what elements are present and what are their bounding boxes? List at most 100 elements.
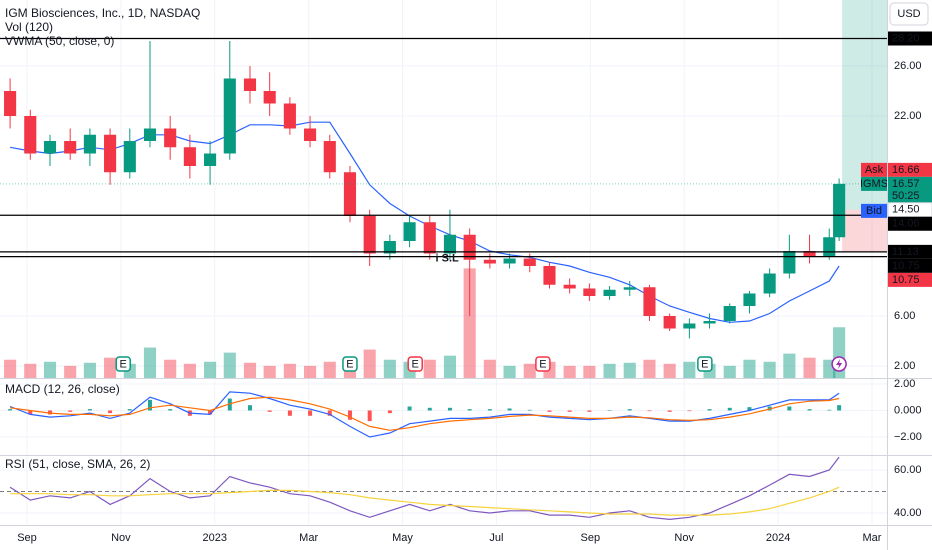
candle-body xyxy=(763,273,776,294)
countdown: 50:25 xyxy=(892,190,920,202)
candle-body xyxy=(833,183,846,238)
histogram-bar xyxy=(287,410,292,416)
earnings-label: E xyxy=(412,358,419,370)
earnings-label: E xyxy=(539,358,546,370)
price-tag-box xyxy=(888,162,932,177)
candle-body xyxy=(223,78,236,154)
indicator-line xyxy=(9,391,840,438)
volume-bar xyxy=(183,363,196,378)
x-tick-label: May xyxy=(392,532,413,544)
candle-body xyxy=(563,284,576,289)
indicator-line xyxy=(10,396,840,431)
volume-bar xyxy=(304,365,317,378)
price-tag-name-box xyxy=(861,203,887,218)
histogram-bar xyxy=(47,410,52,415)
currency-button[interactable] xyxy=(889,2,929,26)
x-tick-label: 2024 xyxy=(766,532,790,544)
histogram-bar xyxy=(87,409,92,411)
candle-body xyxy=(204,153,217,166)
volume-bar xyxy=(363,349,376,378)
axis-label-box xyxy=(888,31,932,46)
price-tag-name-box xyxy=(861,162,887,177)
histogram-bar xyxy=(667,410,672,412)
earnings-marker xyxy=(115,356,131,372)
volume-bar xyxy=(223,352,236,378)
y-tick-label: −2.00 xyxy=(894,431,922,443)
price-tag-name-box xyxy=(861,176,887,191)
axis-label-box xyxy=(888,258,932,273)
volume-bar xyxy=(143,347,157,378)
axis-label-box xyxy=(888,272,932,287)
indicator-line xyxy=(10,486,840,516)
volume-bar xyxy=(443,355,457,378)
volume-bar xyxy=(783,353,796,378)
volume-bar xyxy=(104,357,117,378)
histogram-bar xyxy=(627,409,632,411)
earnings-label: E xyxy=(346,358,353,370)
histogram-bar xyxy=(787,406,792,411)
histogram-bar xyxy=(28,410,33,415)
price-tag-name: Bid xyxy=(866,205,882,217)
candle-body xyxy=(183,147,196,166)
axis-label: 10.75 xyxy=(892,274,920,286)
volume-bar xyxy=(4,359,17,378)
axis-label-box xyxy=(888,244,932,259)
volume-bar xyxy=(164,359,177,378)
volume-bar xyxy=(283,363,296,378)
histogram-bar xyxy=(147,399,152,411)
x-tick-label: Mar xyxy=(299,532,318,544)
histogram-bar xyxy=(108,410,113,414)
candle-body xyxy=(603,289,616,296)
candle-body xyxy=(423,222,436,254)
histogram-bar xyxy=(8,409,13,411)
histogram-bar xyxy=(527,409,532,411)
volume-bar xyxy=(683,361,696,378)
indicator-label: MACD (12, 26, close) xyxy=(5,382,120,396)
histogram-bar xyxy=(837,405,842,411)
earnings-label: E xyxy=(701,358,708,370)
price-tag-box xyxy=(888,176,932,203)
volume-bar xyxy=(803,357,816,378)
volume-bar xyxy=(743,359,756,378)
candle-body xyxy=(383,241,396,254)
y-tick-label: 26.00 xyxy=(894,60,922,72)
candle-body xyxy=(43,141,57,154)
histogram-bar xyxy=(467,409,472,411)
x-tick-label: Mar xyxy=(863,532,882,544)
volume-bar xyxy=(24,363,37,378)
candle-body xyxy=(443,234,457,254)
candle-body xyxy=(403,222,416,241)
volume-bar xyxy=(563,365,576,378)
candle-body xyxy=(104,134,117,173)
candle-body xyxy=(343,172,357,216)
background-layer xyxy=(0,0,887,525)
volume-bar xyxy=(323,361,336,378)
x-tick-label: Sep xyxy=(581,532,601,544)
candle-body xyxy=(823,237,836,256)
price-tag-value: 16.57 xyxy=(892,178,920,190)
y-tick-label: 22.00 xyxy=(894,110,922,122)
y-tick-label: 40.00 xyxy=(894,507,922,519)
candle-body xyxy=(4,91,17,116)
candle-body xyxy=(623,287,636,290)
candle-body xyxy=(243,78,257,91)
chart-title: IGM Biosciences, Inc., 1D, NASDAQ xyxy=(5,6,200,20)
candle-body xyxy=(363,216,376,254)
histogram-bar xyxy=(68,410,73,412)
histogram-bar xyxy=(387,410,392,414)
candle-body xyxy=(483,259,496,264)
histogram-bar xyxy=(507,408,512,411)
volume-bar xyxy=(383,359,396,378)
candle-body xyxy=(503,258,516,264)
candle-body xyxy=(64,141,77,154)
x-tick-label: 2023 xyxy=(203,532,227,544)
candle-body xyxy=(663,316,676,329)
indicator-line xyxy=(9,456,840,521)
candle-body xyxy=(683,323,696,329)
overlay-layer: 26.00 22.00 6.00 2.00 Sep Nov 2023 Mar May Jul Sep… xyxy=(0,31,932,544)
volume-bar xyxy=(243,362,257,378)
candle-body xyxy=(643,287,656,316)
volume-bar xyxy=(483,359,496,378)
